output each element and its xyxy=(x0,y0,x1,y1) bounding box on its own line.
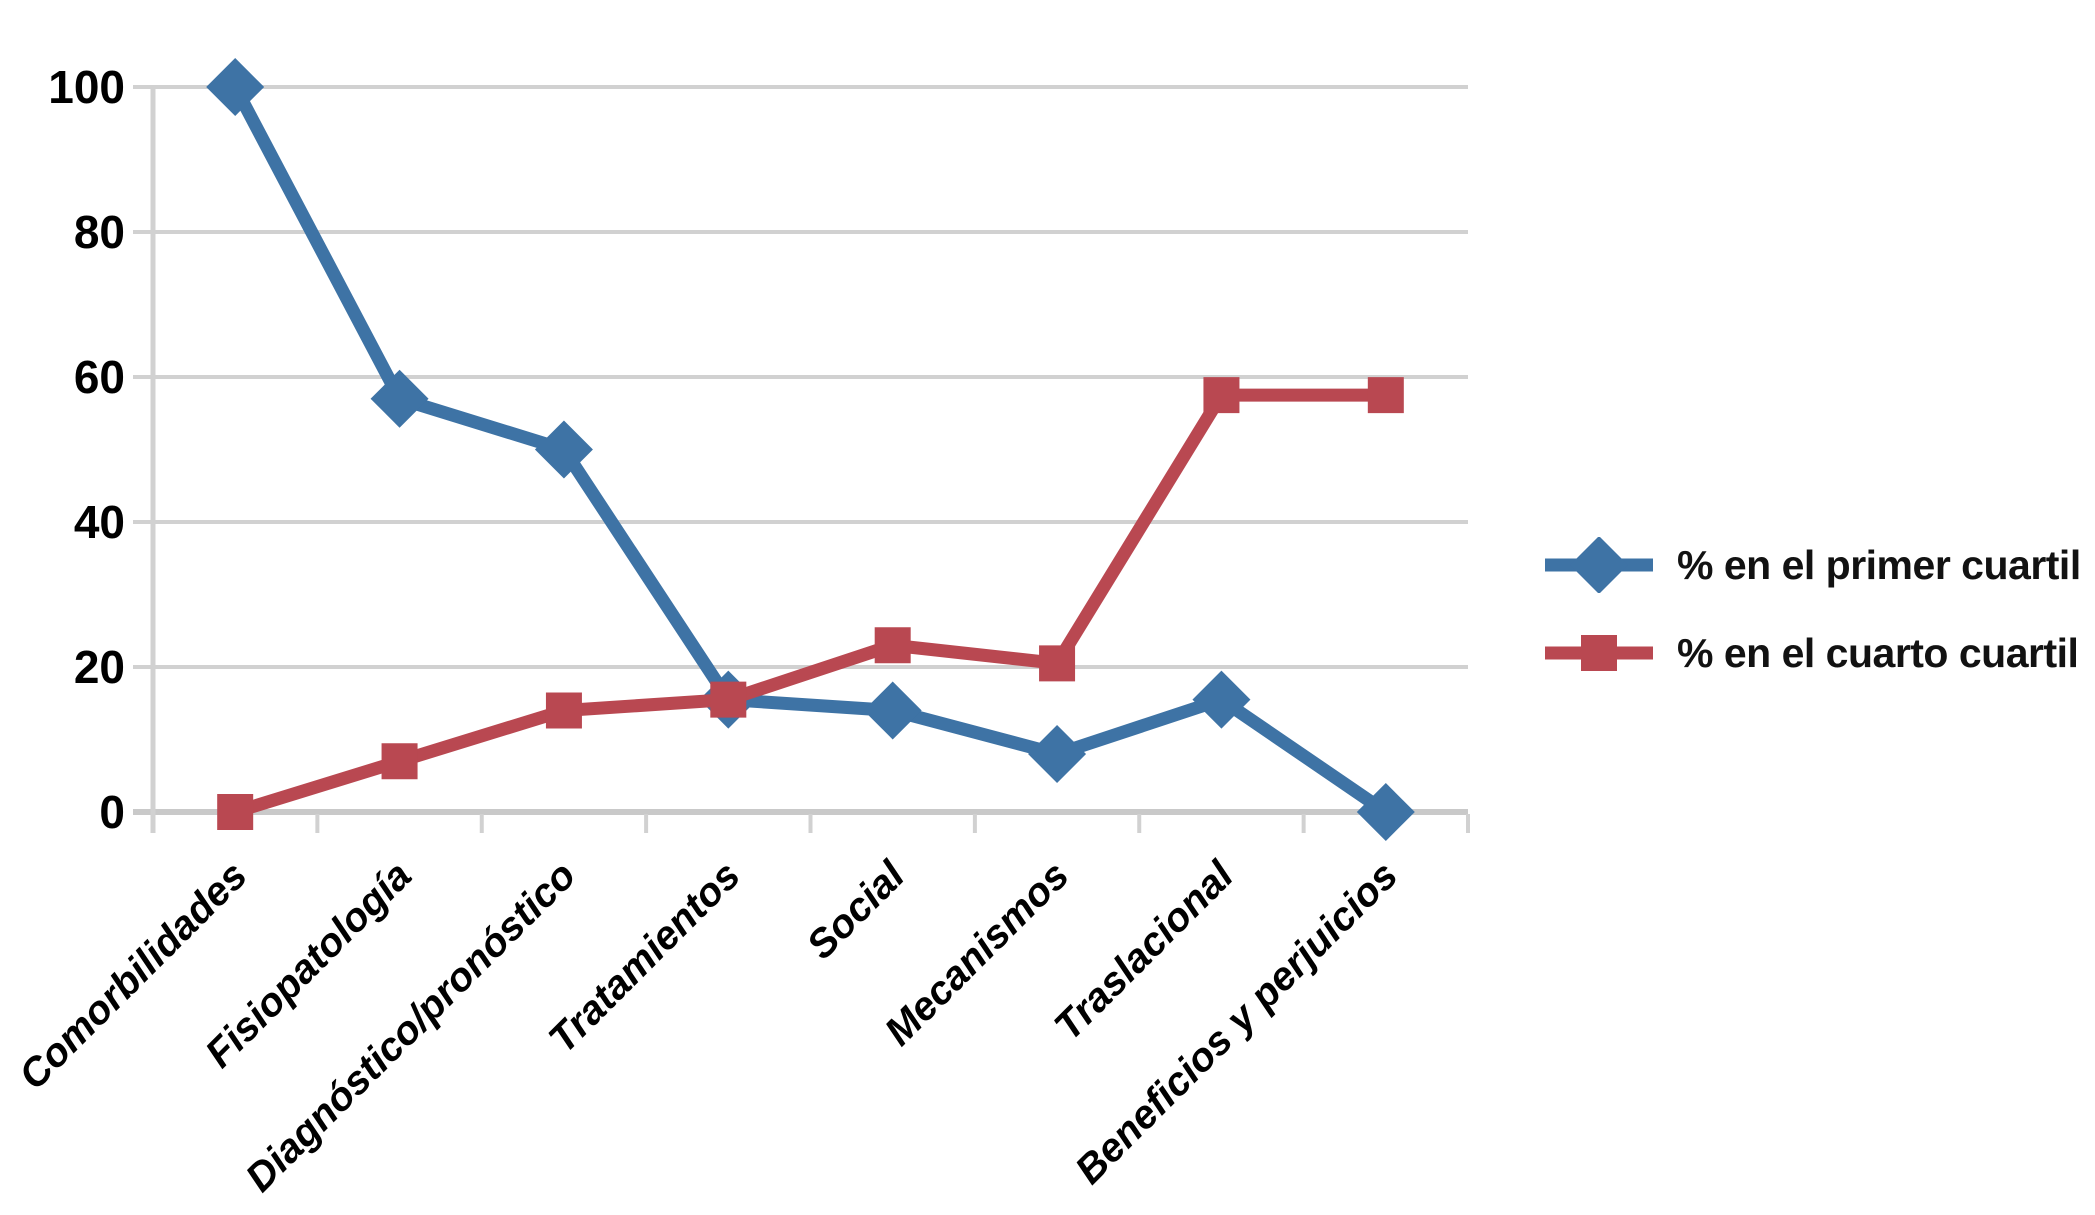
series-line xyxy=(229,83,1390,818)
data-point-marker-square xyxy=(1367,377,1404,414)
x-category-label: Diagnóstico/pronóstico xyxy=(237,853,584,1200)
legend: % en el primer cuartil % en el cuarto cu… xyxy=(1543,537,2081,681)
legend-item-cuarto-cuartil: % en el cuarto cuartil xyxy=(1543,625,2081,681)
series-line xyxy=(233,388,1386,819)
data-point-marker-diamond xyxy=(534,420,593,479)
series-cuarto-cuartil xyxy=(217,377,1404,830)
y-tick-label: 40 xyxy=(74,496,125,548)
x-category-label: Social xyxy=(799,853,914,968)
y-tick-label: 100 xyxy=(48,61,125,113)
data-point-marker-diamond xyxy=(863,681,922,740)
data-point-marker-square xyxy=(217,794,254,830)
data-point-marker-diamond xyxy=(206,58,265,116)
series-primer-cuartil xyxy=(206,58,1415,841)
legend-label: % en el primer cuartil xyxy=(1677,541,2081,588)
legend-item-primer-cuartil: % en el primer cuartil xyxy=(1543,537,2081,593)
legend-diamond-glyph xyxy=(1570,537,1628,593)
data-point-marker-square xyxy=(710,681,747,718)
data-point-marker-diamond xyxy=(1192,670,1251,729)
data-point-marker-square xyxy=(381,743,418,780)
legend-square-marker-icon xyxy=(1545,635,1653,671)
data-point-marker-square xyxy=(545,692,582,729)
data-point-marker-diamond xyxy=(370,369,429,428)
y-tick-label: 60 xyxy=(74,351,125,403)
data-point-marker-square xyxy=(874,627,911,664)
data-point-marker-diamond xyxy=(1356,783,1415,841)
x-category-label: Beneficios y perjuicios xyxy=(1067,853,1406,1192)
legend-diamond-marker-icon xyxy=(1545,537,1653,593)
data-point-marker-diamond xyxy=(1028,725,1087,783)
data-point-marker-square xyxy=(1203,377,1240,414)
data-point-marker-square xyxy=(1039,645,1076,682)
legend-square-glyph xyxy=(1581,635,1617,671)
y-tick-label: 0 xyxy=(99,786,125,838)
legend-label: % en el cuarto cuartil xyxy=(1677,629,2079,676)
y-tick-label: 80 xyxy=(74,206,125,258)
y-tick-label: 20 xyxy=(74,641,125,693)
